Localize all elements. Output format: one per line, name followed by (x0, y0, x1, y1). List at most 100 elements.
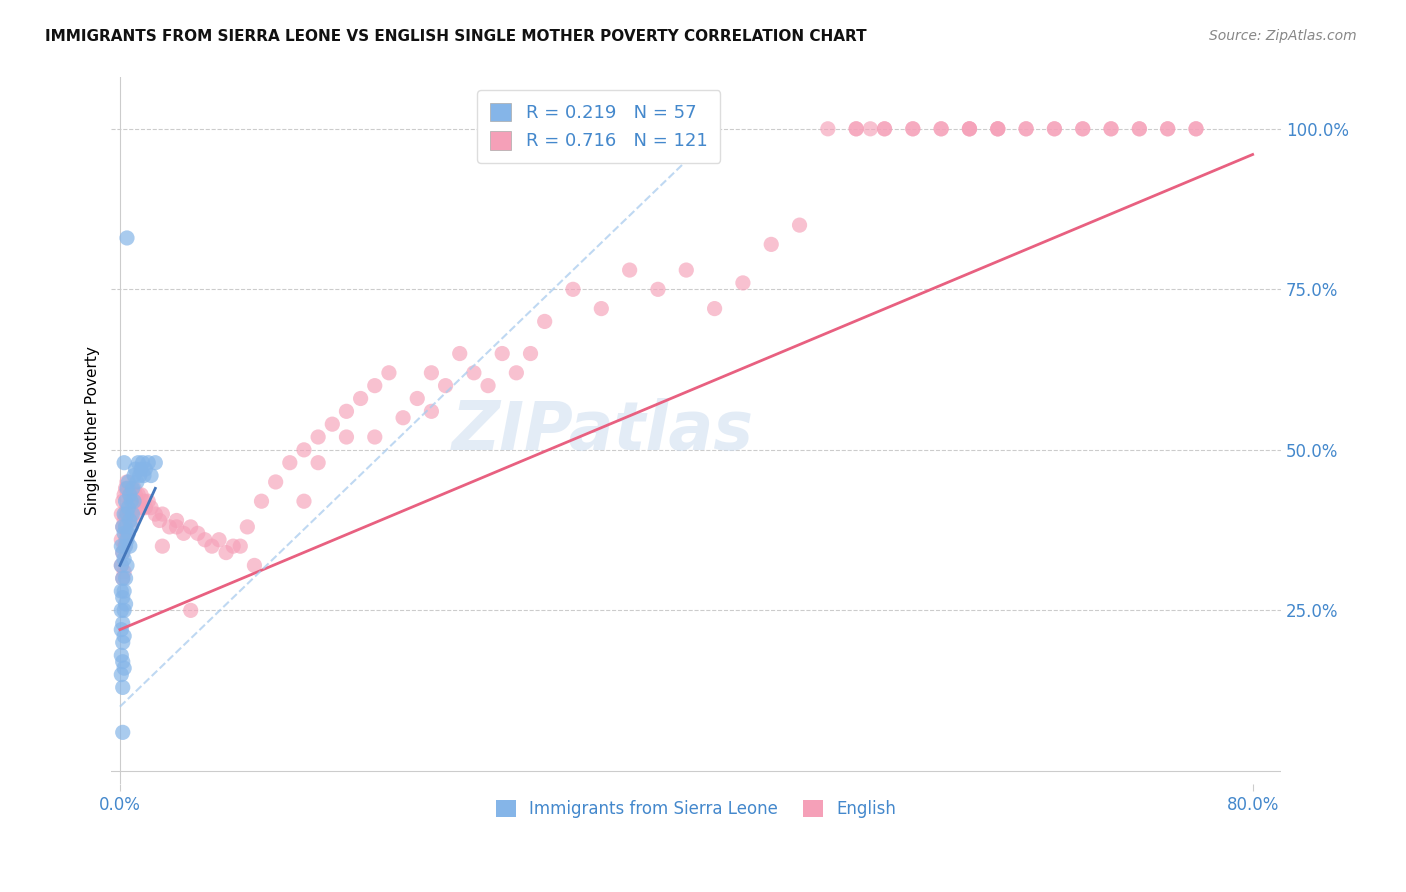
Point (392, 410, 415, 425)
Point (110, 648, 132, 663)
Point (112, 526, 135, 541)
Point (222, 539, 245, 553)
Point (143, 507, 166, 521)
Point (929, 121, 952, 136)
Point (112, 539, 135, 553)
Point (675, 263, 697, 277)
Point (111, 725, 134, 739)
Point (139, 500, 162, 515)
Point (111, 545, 134, 559)
Point (859, 121, 882, 136)
Point (110, 667, 132, 681)
Point (127, 456, 149, 470)
Point (115, 482, 138, 496)
Point (1043, 121, 1066, 136)
Point (1128, 121, 1150, 136)
Point (1185, 121, 1208, 136)
Point (115, 475, 138, 489)
Point (112, 552, 135, 566)
Point (114, 571, 136, 585)
Point (731, 276, 754, 290)
Text: Source: ZipAtlas.com: Source: ZipAtlas.com (1209, 29, 1357, 43)
Point (1071, 121, 1094, 136)
Point (434, 378, 457, 392)
Point (845, 121, 868, 136)
Point (112, 565, 135, 579)
Point (591, 301, 613, 316)
Point (703, 301, 725, 316)
Point (110, 558, 132, 573)
Point (115, 533, 138, 547)
Point (420, 404, 443, 418)
Text: ZIPatlas: ZIPatlas (451, 398, 754, 464)
Point (117, 507, 139, 521)
Point (111, 681, 134, 695)
Point (110, 603, 132, 617)
Point (111, 520, 134, 534)
Point (349, 392, 371, 406)
Point (115, 558, 138, 573)
Point (307, 456, 329, 470)
Point (1185, 121, 1208, 136)
Point (112, 488, 135, 502)
Point (761, 237, 783, 252)
Point (118, 488, 141, 502)
Point (127, 488, 149, 502)
Point (122, 494, 145, 508)
Point (132, 494, 155, 508)
Point (115, 500, 138, 515)
Point (143, 456, 166, 470)
Point (250, 494, 273, 508)
Point (987, 121, 1010, 136)
Point (114, 494, 136, 508)
Point (117, 475, 139, 489)
Point (117, 482, 139, 496)
Point (136, 494, 159, 508)
Point (114, 533, 136, 547)
Point (114, 539, 136, 553)
Point (321, 417, 343, 432)
Point (111, 571, 134, 585)
Point (180, 603, 202, 617)
Point (166, 513, 188, 527)
Point (463, 366, 485, 380)
Point (901, 121, 924, 136)
Point (139, 468, 162, 483)
Point (134, 462, 156, 476)
Point (114, 597, 136, 611)
Point (118, 513, 141, 527)
Point (150, 539, 173, 553)
Point (120, 520, 142, 534)
Point (166, 520, 188, 534)
Point (121, 488, 143, 502)
Point (121, 507, 143, 521)
Point (112, 661, 135, 675)
Point (112, 513, 135, 527)
Point (118, 539, 141, 553)
Point (307, 430, 329, 444)
Point (533, 314, 555, 328)
Point (121, 482, 143, 496)
Point (111, 571, 134, 585)
Point (873, 121, 896, 136)
Point (1043, 121, 1066, 136)
Point (335, 404, 357, 418)
Point (420, 366, 443, 380)
Point (519, 346, 541, 360)
Point (150, 507, 173, 521)
Point (562, 282, 585, 296)
Point (1099, 121, 1122, 136)
Point (120, 494, 142, 508)
Point (173, 526, 195, 541)
Point (111, 635, 134, 649)
Point (647, 282, 669, 296)
Point (378, 366, 401, 380)
Point (243, 558, 266, 573)
Point (159, 520, 181, 534)
Point (264, 475, 287, 489)
Point (817, 121, 839, 136)
Point (180, 520, 202, 534)
Point (987, 121, 1010, 136)
Point (236, 520, 259, 534)
Point (187, 526, 209, 541)
